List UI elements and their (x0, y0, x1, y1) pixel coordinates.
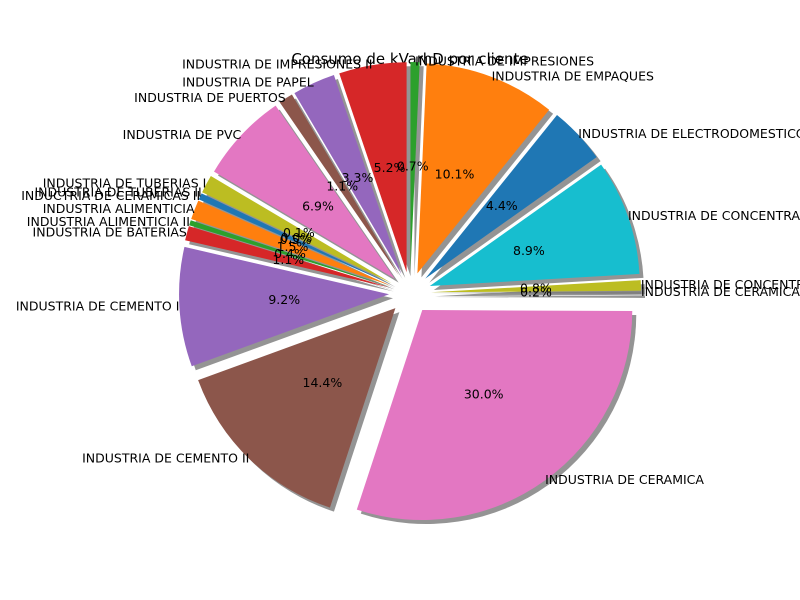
slice-label: INDUSTRIA DE CERAMICA (545, 472, 704, 487)
pie-slice (279, 94, 399, 276)
slice-label: INDUSTRIA ALIMENTICIA (43, 201, 195, 216)
pie-slice (429, 164, 640, 287)
pie-slice (425, 115, 597, 279)
pie-slice (339, 62, 407, 273)
pie-slice (214, 105, 395, 279)
pie-slice (185, 226, 390, 288)
slice-label: INDUSTRIA DE CONCENTRADOS (628, 208, 800, 223)
slice-percent-label: 4.4% (486, 198, 518, 213)
pie-slice (410, 62, 420, 273)
pie-slice (198, 308, 396, 508)
slice-percent-label: 0.5% (280, 232, 312, 247)
slice-label: INDUCTRIA DE CERAMICAS II (21, 188, 200, 203)
slice-percent-label: 8.9% (513, 243, 545, 258)
slice-percent-label: 0.1% (283, 225, 315, 240)
slice-label: INDUSTRIA DE CEMENTO I (16, 299, 180, 314)
slice-label: INDUSTRIA DE IMPRESIONES II (182, 57, 372, 72)
slice-label: INDUSTRIA ALIMENTICIA II (27, 214, 190, 229)
slice-percent-label: 5.2% (374, 160, 406, 175)
slice-label: INDUSTRIA DE CEMENTO II (82, 451, 249, 466)
pie-slice (198, 193, 391, 285)
slice-percent-label: 3.3% (342, 170, 374, 185)
pie-slice (189, 220, 390, 287)
slice-percent-label: 10.1% (435, 167, 475, 182)
slice-label: INDUSTRIA DE PVC (123, 127, 242, 142)
slice-percent-label: 0.0% (281, 230, 313, 245)
pie-slice (202, 176, 392, 284)
slice-label: INDUSTRIA DE CERAMICAS (641, 284, 800, 299)
pie-slice (430, 280, 641, 293)
pie-slice (294, 74, 402, 274)
slice-shadow (434, 295, 645, 298)
slice-percent-label: 0.2% (520, 284, 552, 299)
slice-percent-label: 0.4% (274, 246, 306, 261)
slices (179, 62, 641, 521)
slice-label: INDUSTRIA DE TUBERIAS I (43, 176, 207, 191)
pie-slice (191, 200, 391, 286)
slice-percent-label: 6.9% (302, 198, 334, 213)
slice-label: INDUSTRIA DE PAPEL (182, 75, 313, 90)
pie-slice (179, 246, 390, 367)
slice-label: INDUSTRIA DE PUERTOS (134, 90, 286, 105)
slice-label: INDUSTRIA DE EMPAQUES (492, 68, 654, 83)
pie-slice (356, 310, 633, 521)
slice-percent-label: 1.1% (326, 178, 358, 193)
slice-percent-label: 0.7% (397, 159, 429, 174)
slice-label: INDUSTRIA DE TUBERIAS II (34, 185, 201, 200)
slice-percent-label: 9.2% (268, 292, 300, 307)
chart-title: Consumo de kVarhD por cliente (291, 50, 528, 68)
pie-slice (430, 291, 641, 294)
slice-label: INDUSTRIA DE BATERIAS (33, 225, 187, 240)
pie-slice (417, 63, 550, 274)
slice-percent-label: 30.0% (464, 387, 504, 402)
slice-label: INDUSTRIA DE IMPRESIONES (415, 54, 594, 69)
slice-label: INDUSTRIA DE ELECTRODOMESTICOS (578, 126, 800, 141)
slice-percent-label: 0.8% (520, 280, 552, 295)
slice-percent-label: 1.1% (272, 252, 304, 267)
slice-label: INDUSTRIA DE CONCENTRADOS II (641, 277, 800, 292)
slice-labels: INDUSTRIA DE IMPRESIONES 0.7% INDUSTRIA DE… (16, 54, 800, 487)
slice-percent-label: 14.4% (303, 375, 343, 390)
slice-percent-label: 1.5% (277, 239, 309, 254)
